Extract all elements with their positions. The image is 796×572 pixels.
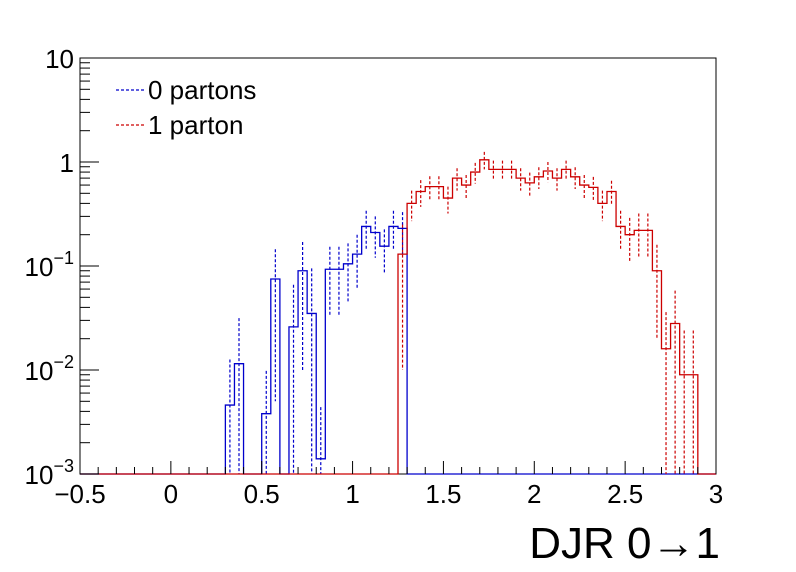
y-tick-label: 10−1 bbox=[25, 248, 74, 282]
legend-label: 1 parton bbox=[148, 110, 243, 140]
x-tick-label: 1 bbox=[345, 479, 359, 509]
series-zero-partons bbox=[80, 210, 716, 475]
series-one-parton bbox=[80, 151, 716, 475]
x-tick-label: −0.5 bbox=[54, 479, 105, 509]
y-tick-label: 10−2 bbox=[25, 352, 74, 386]
series-layer bbox=[80, 151, 716, 475]
y-tick-label: 1 bbox=[60, 148, 74, 178]
y-tick-label: 10 bbox=[45, 44, 74, 74]
x-tick-label: 3 bbox=[709, 479, 723, 509]
x-tick-label: 2.5 bbox=[607, 479, 643, 509]
x-axis-title: DJR 0→1 bbox=[529, 519, 720, 568]
legend-label: 0 partons bbox=[148, 75, 256, 105]
x-tick-label: 1.5 bbox=[425, 479, 461, 509]
x-axis: −0.5 0 0.5 1 1.5 2 2.5 3 bbox=[54, 461, 723, 509]
x-tick-label: 2 bbox=[527, 479, 541, 509]
x-tick-label: 0.5 bbox=[244, 479, 280, 509]
legend: 0 partons 1 parton bbox=[116, 75, 256, 140]
x-tick-label: 0 bbox=[164, 479, 178, 509]
y-tick-label: 10−3 bbox=[25, 456, 74, 490]
y-axis: 10−3 10−2 10−1 1 10 bbox=[25, 44, 99, 490]
histogram-steps bbox=[80, 159, 716, 475]
